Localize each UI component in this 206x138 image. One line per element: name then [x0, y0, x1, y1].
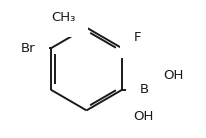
Text: F: F [133, 31, 141, 44]
Text: OH: OH [134, 110, 154, 123]
Text: OH: OH [163, 69, 184, 82]
Text: CH₃: CH₃ [51, 11, 75, 24]
Text: Br: Br [21, 42, 35, 55]
Text: B: B [139, 83, 148, 96]
